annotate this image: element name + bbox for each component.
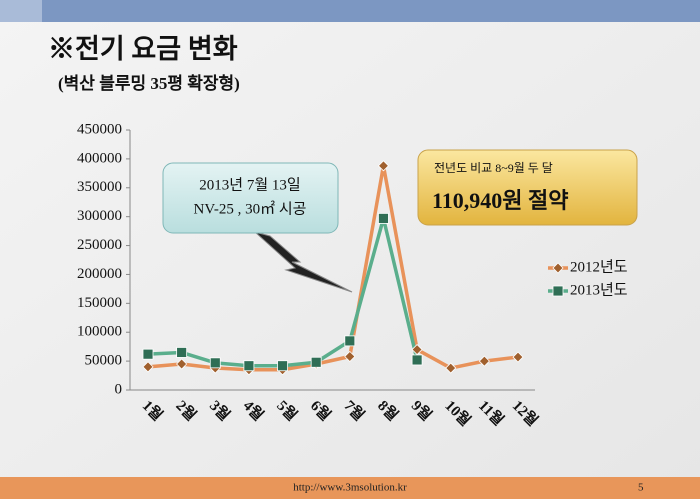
y-tick-label: 300000 bbox=[77, 208, 122, 224]
marker bbox=[344, 335, 356, 347]
marker bbox=[277, 360, 288, 372]
y-tick-label: 450000 bbox=[77, 121, 122, 137]
y-tick-label: 250000 bbox=[77, 237, 122, 253]
marker bbox=[478, 355, 490, 367]
marker bbox=[176, 347, 188, 358]
marker bbox=[552, 285, 564, 297]
y-tick-label: 100000 bbox=[77, 324, 122, 340]
marker bbox=[142, 348, 154, 360]
marker bbox=[445, 362, 457, 374]
marker bbox=[344, 350, 356, 363]
series-line bbox=[147, 164, 519, 372]
subtitle: (벽산 블루밍 35평 확장형) bbox=[58, 73, 240, 93]
marker bbox=[411, 343, 423, 356]
title: ※전기 요금 변화 bbox=[48, 34, 238, 64]
marker bbox=[310, 356, 322, 368]
savings-box bbox=[417, 149, 638, 226]
marker bbox=[243, 360, 255, 372]
y-tick-label: 400000 bbox=[77, 150, 122, 166]
callout-pointer bbox=[254, 231, 353, 293]
callout-box bbox=[162, 162, 339, 234]
page-number: 5 bbox=[638, 482, 644, 494]
savings-amount: 110,940원 절약 bbox=[432, 188, 569, 213]
marker bbox=[142, 361, 154, 373]
marker bbox=[512, 351, 524, 363]
y-tick-label: 200000 bbox=[77, 266, 122, 282]
legend-label: 2012년도 bbox=[570, 258, 628, 275]
top-bar-accent bbox=[0, 0, 42, 22]
marker bbox=[552, 262, 564, 274]
savings-label: 전년도 비교 8~9월 두 달 bbox=[434, 161, 553, 175]
marker bbox=[378, 212, 389, 224]
legend-label: 2013년도 bbox=[570, 281, 628, 298]
marker bbox=[209, 357, 221, 369]
footer-url: http://www.3msolution.kr bbox=[293, 482, 407, 494]
y-tick-label: 50000 bbox=[85, 353, 123, 369]
callout-line1: 2013년 7월 13일 bbox=[199, 176, 300, 193]
top-bar bbox=[0, 0, 700, 22]
y-tick-label: 0 bbox=[115, 381, 123, 397]
y-tick-label: 150000 bbox=[77, 295, 122, 311]
bottom-bar bbox=[0, 477, 700, 499]
marker bbox=[176, 358, 188, 370]
callout-line2: NV-25 , 30㎡ 시공 bbox=[194, 200, 307, 217]
marker bbox=[377, 160, 390, 172]
y-tick-label: 350000 bbox=[77, 179, 122, 195]
marker bbox=[411, 354, 423, 366]
